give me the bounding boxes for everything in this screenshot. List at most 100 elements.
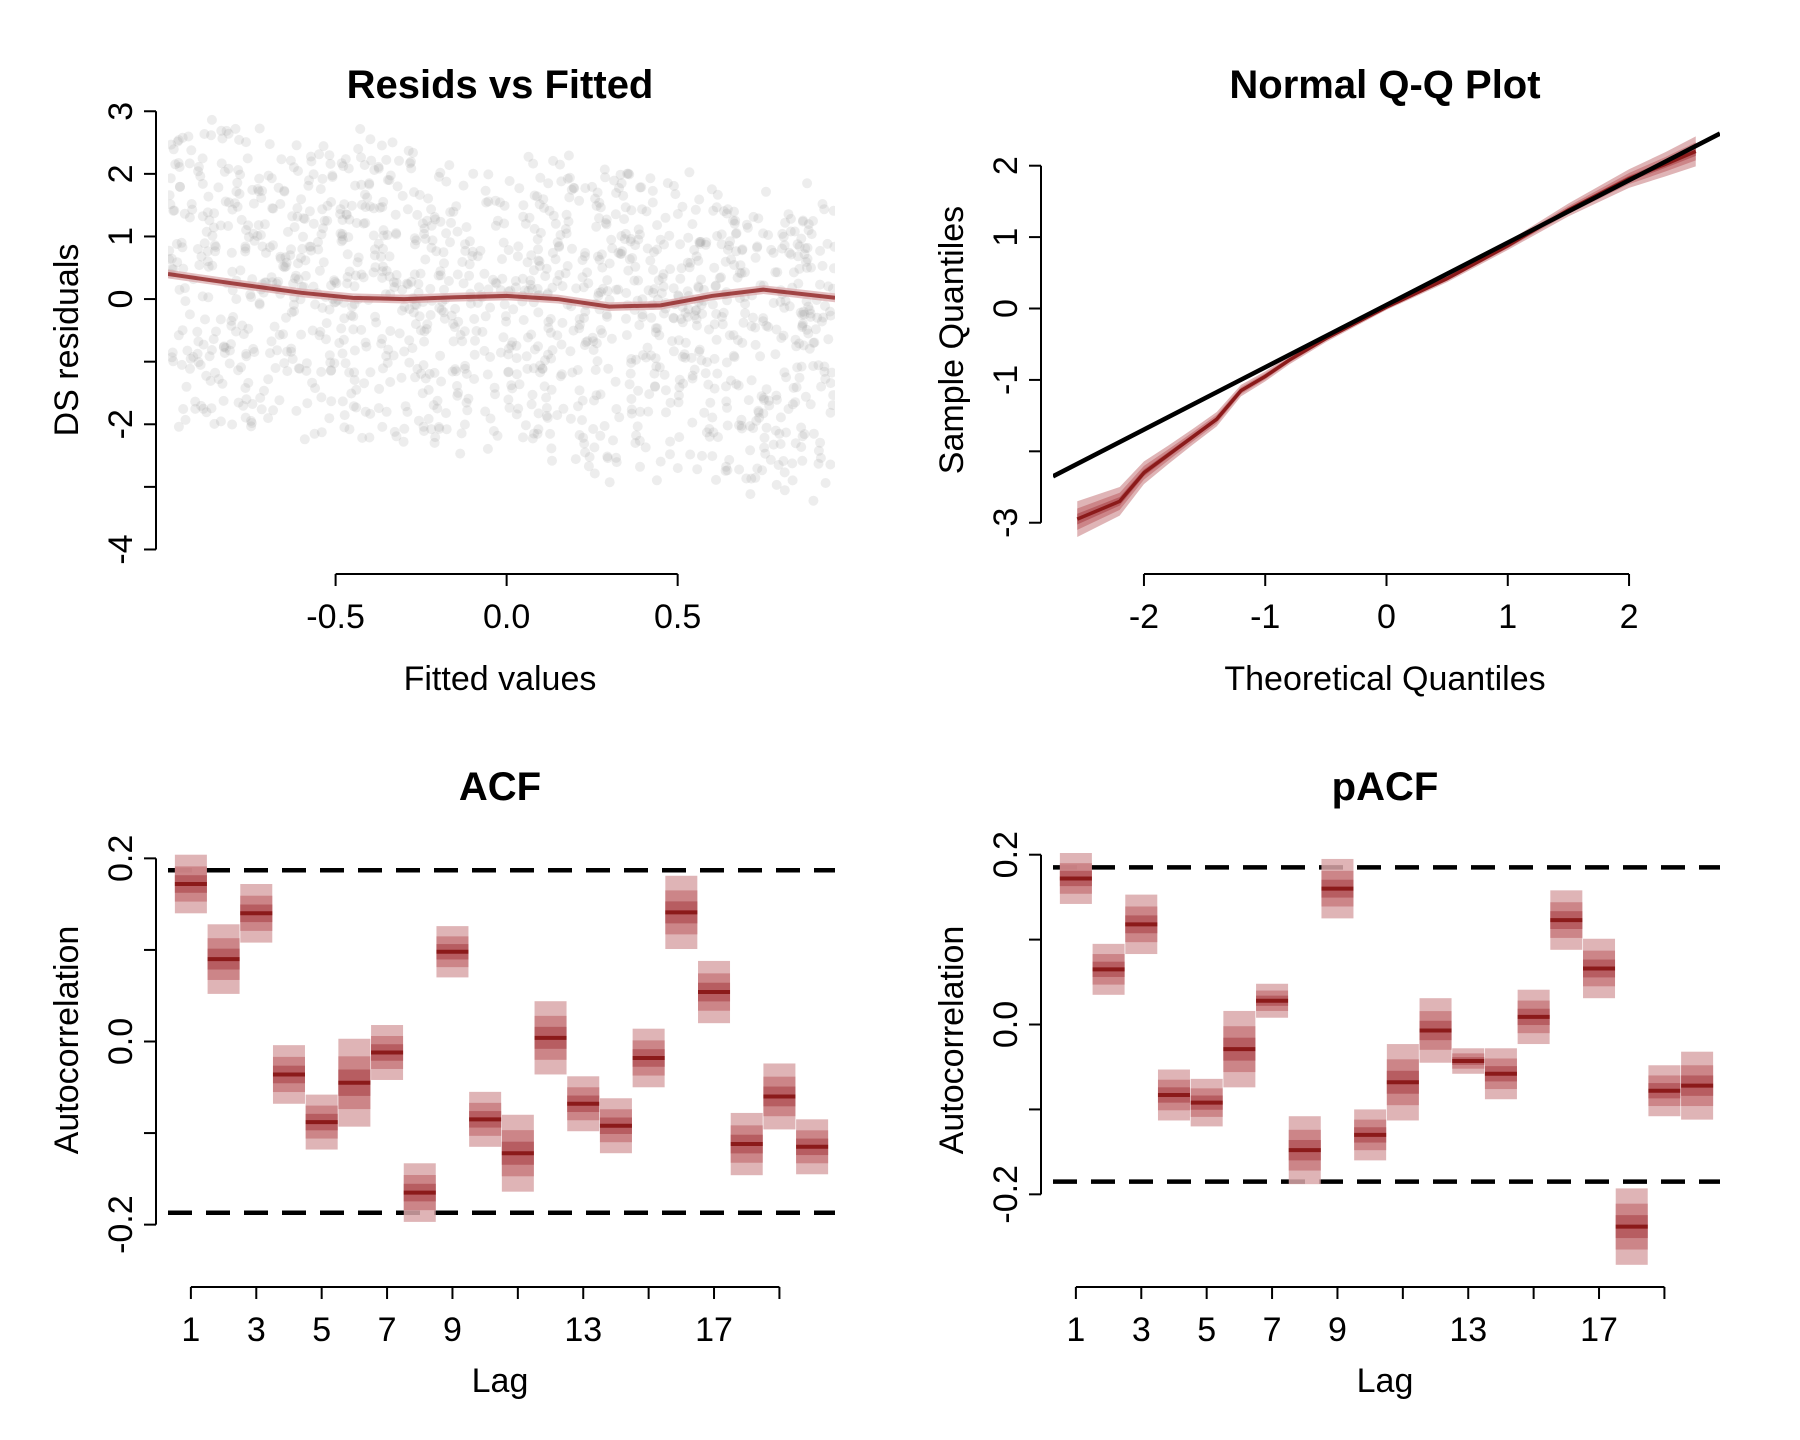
residual-point bbox=[329, 358, 340, 369]
residual-point bbox=[302, 398, 313, 409]
residual-point bbox=[761, 186, 771, 197]
residual-point bbox=[458, 180, 469, 191]
residual-point bbox=[813, 458, 824, 469]
residual-point bbox=[215, 416, 226, 427]
residual-point bbox=[414, 189, 425, 200]
residual-point bbox=[180, 414, 191, 425]
residual-point bbox=[469, 374, 480, 384]
residual-point bbox=[775, 412, 786, 423]
residual-point bbox=[190, 396, 201, 407]
residual-point bbox=[287, 211, 298, 222]
residual-point bbox=[712, 368, 723, 379]
residual-point bbox=[371, 317, 382, 328]
residual-point bbox=[602, 286, 613, 297]
residual-point bbox=[255, 392, 266, 403]
residual-point bbox=[759, 442, 770, 453]
residual-point bbox=[716, 272, 726, 283]
residual-point bbox=[513, 241, 524, 252]
residual-point bbox=[644, 389, 655, 400]
lag-12-estimate bbox=[1419, 998, 1452, 1063]
residual-point bbox=[757, 465, 768, 476]
residual-point bbox=[560, 224, 571, 234]
residual-point bbox=[672, 209, 683, 219]
residual-point bbox=[174, 284, 185, 295]
x-tick-label: 0.5 bbox=[654, 598, 701, 636]
residual-point bbox=[630, 240, 641, 251]
residual-point bbox=[654, 330, 665, 341]
residual-point bbox=[488, 426, 499, 436]
lag-14-estimate bbox=[1484, 1048, 1517, 1100]
residual-point bbox=[288, 162, 299, 173]
residual-point bbox=[335, 204, 346, 215]
qq-xlabel: Theoretical Quantiles bbox=[1224, 660, 1545, 698]
residual-point bbox=[326, 365, 337, 376]
residual-point bbox=[344, 266, 355, 277]
residual-point bbox=[210, 246, 221, 257]
residual-point bbox=[668, 346, 679, 357]
residual-point bbox=[537, 364, 548, 374]
residual-point bbox=[708, 427, 719, 438]
residual-point bbox=[708, 205, 719, 216]
residual-point bbox=[242, 153, 253, 164]
residual-point bbox=[566, 184, 577, 195]
residual-point bbox=[682, 257, 693, 268]
residual-point bbox=[197, 211, 208, 222]
residual-point bbox=[524, 212, 535, 223]
residual-point bbox=[529, 223, 540, 234]
residual-point bbox=[739, 267, 750, 278]
residual-point bbox=[518, 211, 529, 222]
residual-point bbox=[281, 257, 292, 268]
residual-point bbox=[820, 373, 831, 384]
pacf-xlabel: Lag bbox=[1357, 1362, 1414, 1400]
residual-point bbox=[704, 324, 714, 335]
residual-point bbox=[543, 349, 553, 360]
residual-point bbox=[313, 244, 324, 255]
residual-point bbox=[341, 209, 352, 220]
residual-point bbox=[291, 405, 302, 416]
residual-point bbox=[731, 246, 742, 257]
residual-point bbox=[304, 241, 315, 252]
residual-point bbox=[209, 240, 220, 251]
x-tick-label: -0.5 bbox=[306, 598, 365, 636]
residual-point bbox=[240, 243, 251, 254]
residual-point bbox=[399, 301, 410, 312]
residual-point bbox=[741, 219, 752, 230]
residual-point bbox=[813, 360, 824, 371]
residual-point bbox=[184, 309, 195, 320]
resids-ylabel: DS residuals bbox=[48, 244, 86, 437]
residual-point bbox=[300, 255, 311, 266]
residual-point bbox=[346, 310, 357, 321]
residual-point bbox=[684, 167, 695, 178]
residual-point bbox=[240, 383, 251, 393]
x-tick-label: 0.0 bbox=[483, 598, 530, 636]
residual-point bbox=[801, 256, 811, 267]
residual-point bbox=[539, 202, 549, 213]
residual-point bbox=[547, 455, 557, 466]
residual-point bbox=[676, 314, 687, 325]
residual-point bbox=[381, 265, 392, 276]
residual-point bbox=[184, 212, 195, 223]
residual-point bbox=[457, 336, 468, 347]
residual-point bbox=[726, 375, 736, 386]
residual-point bbox=[428, 400, 439, 411]
residual-point bbox=[418, 360, 429, 371]
residual-point bbox=[359, 160, 370, 170]
residual-point bbox=[209, 208, 220, 219]
residual-point bbox=[778, 231, 789, 242]
residual-point bbox=[480, 185, 491, 196]
residual-point bbox=[622, 168, 633, 179]
residual-point bbox=[589, 395, 599, 406]
residual-point bbox=[665, 449, 675, 460]
residual-point bbox=[621, 288, 632, 298]
residual-point bbox=[810, 324, 821, 335]
residual-point bbox=[672, 463, 683, 474]
residual-point bbox=[771, 479, 782, 490]
residual-point bbox=[647, 185, 658, 196]
residual-point bbox=[673, 397, 684, 408]
residual-point bbox=[351, 402, 362, 413]
residual-point bbox=[280, 252, 291, 263]
residual-point bbox=[307, 325, 318, 336]
residual-point bbox=[329, 275, 340, 286]
residual-point bbox=[543, 316, 554, 327]
residual-point bbox=[759, 394, 769, 405]
